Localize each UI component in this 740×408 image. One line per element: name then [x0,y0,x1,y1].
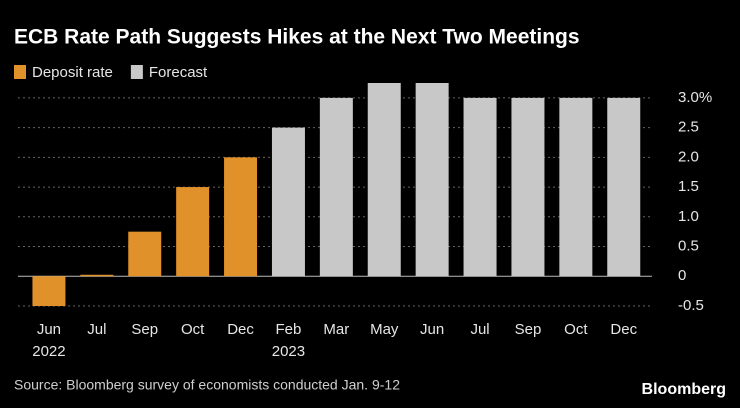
x-tick-label: Oct [181,321,205,338]
bar [80,274,114,277]
x-tick-label: Jun [420,321,444,338]
bar [176,187,210,277]
legend-swatch [130,65,143,79]
x-tick-label: Dec [610,321,637,338]
y-tick-label: 1.5 [678,178,699,195]
bar [319,97,353,277]
y-tick-label: -0.5 [678,297,704,314]
x-tick-label: Jun 2022 [32,321,65,360]
bar [128,231,162,277]
bar [271,127,305,277]
x-tick-label: May [370,321,399,338]
x-tick-label: Oct [564,321,588,338]
y-tick-label: 1.0 [678,208,699,225]
bar [367,83,401,277]
x-tick-label: Dec [227,321,254,338]
y-tick-label: 0 [678,267,686,284]
legend-label: Forecast [149,64,208,81]
bar [607,97,641,277]
bar [463,97,497,277]
y-tick-label: 3.0% [678,89,712,106]
x-tick-label: Jul [87,321,106,338]
legend-label: Deposit rate [32,64,113,81]
x-tick-label: Sep [131,321,158,338]
x-tick-label: Feb 2023 [272,321,305,360]
brand: Bloomberg [642,381,726,398]
legend-swatch [14,65,26,79]
bar [511,97,545,277]
x-tick-label: Jul [470,321,489,338]
bar [415,83,449,277]
bar [559,97,593,277]
y-tick-label: 0.5 [678,238,699,255]
bar [32,276,66,306]
x-tick-label: Sep [515,321,542,338]
bar [224,157,258,277]
chart-title: ECB Rate Path Suggests Hikes at the Next… [14,26,580,49]
y-tick-label: 2.5 [678,119,699,136]
y-tick-label: 2.0 [678,148,699,165]
x-tick-label: Mar [323,321,349,338]
source: Source: Bloomberg survey of economists c… [14,377,400,393]
